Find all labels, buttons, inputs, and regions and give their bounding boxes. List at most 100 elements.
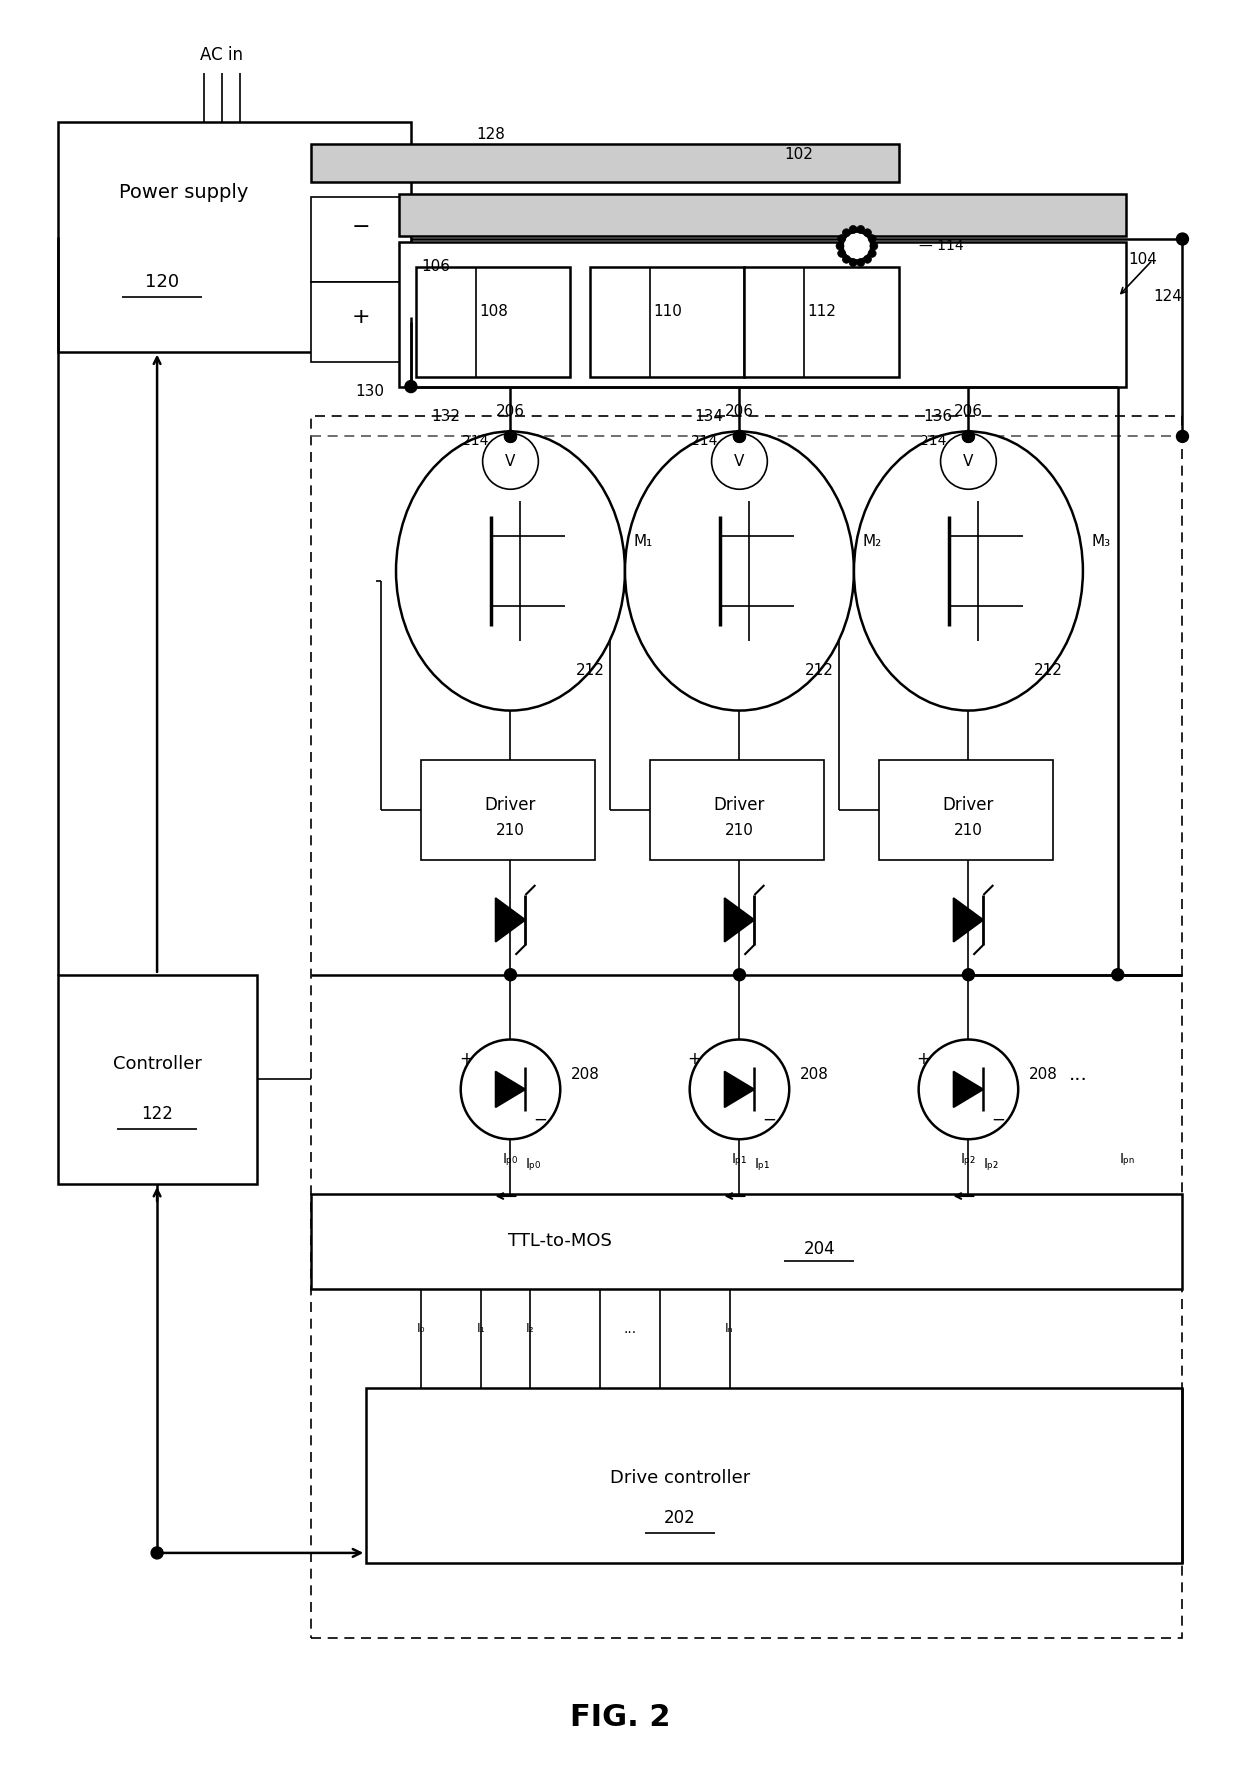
Text: V: V [963, 453, 973, 469]
Text: — 114: — 114 [919, 240, 963, 252]
Bar [57, 123, 410, 352]
Circle shape [962, 430, 975, 442]
Bar [590, 267, 744, 377]
Bar [311, 416, 1183, 1638]
Text: −: − [352, 217, 371, 236]
Circle shape [689, 1040, 789, 1139]
Bar [311, 283, 410, 363]
Circle shape [482, 434, 538, 489]
Text: +: + [916, 1050, 930, 1068]
Text: 202: 202 [663, 1509, 696, 1526]
Circle shape [734, 430, 745, 442]
Polygon shape [496, 897, 526, 942]
Circle shape [838, 249, 846, 258]
Text: Driver: Driver [714, 796, 765, 814]
Text: ...: ... [1069, 1064, 1087, 1084]
Circle shape [849, 258, 857, 267]
Bar [744, 267, 899, 377]
Circle shape [863, 229, 872, 236]
Circle shape [1112, 968, 1123, 981]
Text: 212: 212 [575, 663, 605, 679]
Circle shape [836, 242, 844, 251]
Text: 206: 206 [725, 403, 754, 419]
Text: −: − [991, 1111, 1006, 1128]
Circle shape [734, 430, 745, 442]
Circle shape [941, 434, 996, 489]
Ellipse shape [396, 432, 625, 711]
Ellipse shape [854, 432, 1083, 711]
Circle shape [842, 256, 851, 263]
Polygon shape [496, 1072, 526, 1107]
Text: 108: 108 [479, 304, 508, 320]
Circle shape [857, 226, 864, 233]
Text: 120: 120 [145, 274, 179, 291]
Text: Iₚ₁: Iₚ₁ [754, 1157, 770, 1171]
Text: M₂: M₂ [862, 533, 882, 549]
Polygon shape [724, 1072, 754, 1107]
Text: Iₚ₂: Iₚ₂ [983, 1157, 998, 1171]
Text: 122: 122 [141, 1105, 174, 1123]
Text: 132: 132 [430, 409, 460, 425]
Polygon shape [954, 1072, 983, 1107]
Text: −: − [763, 1111, 776, 1128]
Bar [311, 1194, 1183, 1288]
Circle shape [461, 1040, 560, 1139]
Text: 124: 124 [1153, 290, 1182, 304]
Text: M₁: M₁ [634, 533, 652, 549]
Text: Iₙ: Iₙ [725, 1322, 734, 1335]
Text: Iₚ₂: Iₚ₂ [961, 1151, 976, 1166]
Text: 136: 136 [924, 409, 952, 425]
Text: 104: 104 [1128, 252, 1157, 268]
Circle shape [849, 226, 857, 233]
Circle shape [868, 235, 877, 243]
Text: M₃: M₃ [1091, 533, 1110, 549]
Bar [879, 761, 1053, 860]
Circle shape [843, 233, 870, 259]
Text: +: + [352, 307, 371, 327]
Text: Power supply: Power supply [119, 183, 249, 201]
Circle shape [857, 258, 864, 267]
Circle shape [505, 968, 517, 981]
Text: Iₚ₀: Iₚ₀ [526, 1157, 541, 1171]
Text: ...: ... [624, 1322, 636, 1336]
Text: V: V [734, 453, 745, 469]
Text: +: + [688, 1050, 702, 1068]
Circle shape [919, 1040, 1018, 1139]
Text: 134: 134 [694, 409, 724, 425]
Text: I₀: I₀ [417, 1322, 425, 1335]
Circle shape [405, 380, 417, 393]
Bar [57, 976, 257, 1183]
Text: −: − [533, 1111, 547, 1128]
Text: 214: 214 [920, 434, 947, 448]
Polygon shape [954, 897, 983, 942]
Circle shape [734, 968, 745, 981]
Text: 210: 210 [725, 823, 754, 837]
Text: 214: 214 [463, 434, 489, 448]
Text: 102: 102 [785, 147, 813, 162]
Ellipse shape [625, 432, 854, 711]
Bar [415, 267, 570, 377]
Text: Iₚ₁: Iₚ₁ [732, 1151, 748, 1166]
Text: 206: 206 [496, 403, 525, 419]
Text: 130: 130 [355, 384, 384, 400]
Text: 206: 206 [954, 403, 983, 419]
Text: 212: 212 [805, 663, 833, 679]
Bar [399, 194, 1126, 236]
Text: +: + [459, 1050, 472, 1068]
Text: 210: 210 [954, 823, 983, 837]
Circle shape [505, 430, 517, 442]
Circle shape [962, 968, 975, 981]
Text: AC in: AC in [201, 46, 243, 64]
Text: TTL-to-MOS: TTL-to-MOS [508, 1231, 613, 1249]
Text: I₂: I₂ [526, 1322, 534, 1335]
Text: 208: 208 [1029, 1066, 1058, 1082]
Bar [420, 761, 595, 860]
Circle shape [505, 430, 517, 442]
Text: V: V [506, 453, 516, 469]
Text: Iₚₙ: Iₚₙ [1120, 1151, 1136, 1166]
Circle shape [863, 256, 872, 263]
Text: 210: 210 [496, 823, 525, 837]
Text: Driver: Driver [485, 796, 536, 814]
Text: Controller: Controller [113, 1056, 202, 1073]
Text: 110: 110 [653, 304, 682, 320]
